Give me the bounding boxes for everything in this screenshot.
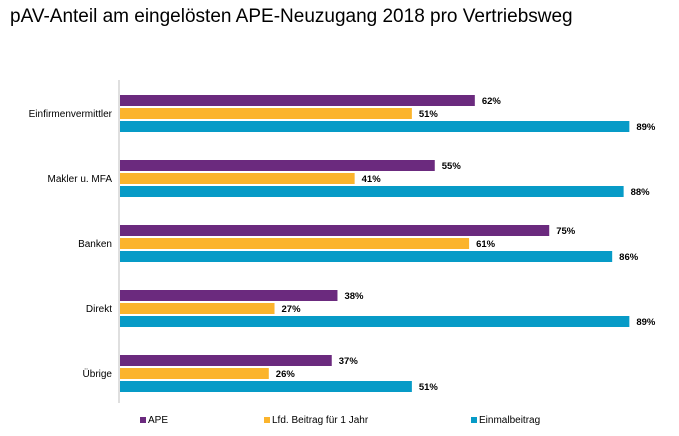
data-label: 89% [636, 122, 656, 133]
data-label: 75% [556, 226, 576, 237]
category-label: Direkt [86, 304, 112, 315]
bar-ape-1 [120, 160, 435, 171]
bar-lfd-beitrag-f-r-1-jahr-1 [120, 173, 355, 184]
data-label: 61% [476, 239, 496, 250]
data-label: 51% [419, 109, 439, 120]
data-label: 88% [631, 187, 651, 198]
legend-swatch [140, 417, 146, 423]
legend-swatch [471, 417, 477, 423]
category-label: Übrige [83, 368, 113, 380]
bar-einmalbeitrag-3 [120, 316, 630, 327]
bar-einmalbeitrag-0 [120, 121, 630, 132]
bar-einmalbeitrag-4 [120, 381, 412, 392]
data-label: 51% [419, 382, 439, 393]
data-label: 27% [282, 304, 302, 315]
bar-lfd-beitrag-f-r-1-jahr-3 [120, 303, 275, 314]
legend-label: Lfd. Beitrag für 1 Jahr [272, 415, 369, 426]
data-label: 41% [362, 174, 382, 185]
data-label: 37% [339, 356, 359, 367]
legend-label: APE [148, 415, 168, 426]
bar-lfd-beitrag-f-r-1-jahr-0 [120, 108, 412, 119]
bar-lfd-beitrag-f-r-1-jahr-2 [120, 238, 470, 249]
category-label: Einfirmenvermittler [29, 109, 113, 120]
data-label: 38% [344, 291, 364, 302]
data-label: 62% [482, 96, 502, 107]
chart-title: pAV-Anteil am eingelösten APE-Neuzugang … [10, 6, 573, 27]
bar-lfd-beitrag-f-r-1-jahr-4 [120, 368, 269, 379]
bar-ape-4 [120, 355, 332, 366]
data-label: 86% [619, 252, 639, 263]
legend-swatch [264, 417, 270, 423]
bar-einmalbeitrag-1 [120, 186, 624, 197]
bar-einmalbeitrag-2 [120, 251, 613, 262]
bar-ape-3 [120, 290, 338, 301]
category-label: Banken [78, 239, 112, 250]
data-label: 26% [276, 369, 296, 380]
data-label: 55% [442, 161, 462, 172]
data-label: 89% [636, 317, 656, 328]
bar-ape-0 [120, 95, 475, 106]
category-label: Makler u. MFA [48, 174, 113, 185]
bar-ape-2 [120, 225, 550, 236]
legend-label: Einmalbeitrag [479, 415, 540, 426]
